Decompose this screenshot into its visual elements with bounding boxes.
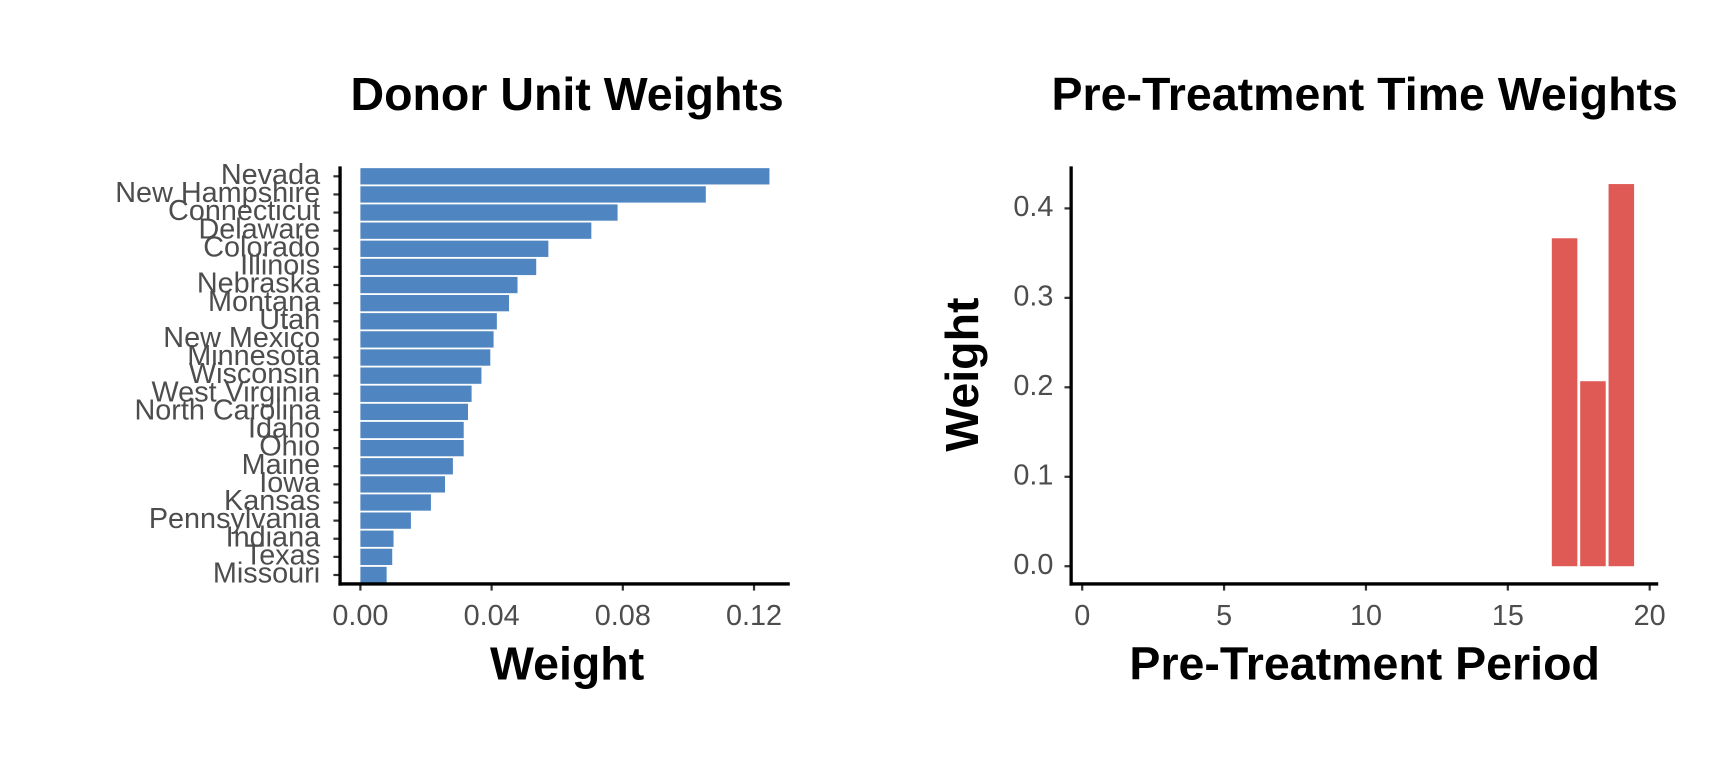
y-tick-label: 0.3 [1013,280,1053,312]
chart-title: Pre-Treatment Time Weights [1051,68,1677,120]
y-tick-label: 0.4 [1013,191,1053,223]
bar [360,530,394,547]
bar [360,548,393,566]
y-tick-label: Nevada [221,159,321,191]
bar [360,186,706,203]
y-tick-label: Utah [259,304,320,336]
bar [360,331,494,348]
y-tick-label: Nebraska [197,268,321,300]
bar [360,367,482,384]
y-tick-label: New Mexico [163,322,320,354]
x-axis-title: Pre-Treatment Period [1129,637,1599,689]
x-tick-label: 20 [1634,600,1666,632]
bar [360,168,770,185]
bar [360,494,431,511]
bar [1580,381,1606,567]
bar [1551,238,1578,567]
y-tick-label: Minnesota [187,340,321,372]
y-tick-label: Ohio [259,431,320,463]
y-tick-label: Iowa [259,467,321,499]
chart-title: Donor Unit Weights [351,68,784,120]
bar [1608,184,1635,567]
bar [360,512,411,529]
bar [360,240,549,257]
y-tick-label: Kansas [224,485,320,517]
y-tick-label: North Carolina [134,395,321,427]
x-tick-label: 0.08 [595,600,651,632]
y-tick-label: 0.2 [1013,370,1053,402]
x-tick-label: 0.00 [332,600,388,632]
y-axis-title: Weight [936,297,988,451]
x-axis-title: Weight [490,637,644,689]
y-tick-label: Indiana [226,521,321,553]
x-tick-label: 0 [1074,600,1090,632]
y-tick-label: Colorado [203,231,320,263]
y-tick-label: Connecticut [168,195,320,227]
y-tick-label: Montana [208,286,321,318]
y-tick-label: New Hampshire [115,177,320,209]
y-tick-label: Delaware [198,213,320,245]
y-tick-label: Texas [245,539,320,571]
y-tick-label: Illinois [240,250,320,282]
bar [360,295,509,312]
bar [360,439,464,457]
bar [360,222,592,239]
bar [360,458,453,475]
y-tick-label: Missouri [213,558,320,590]
bar [360,403,468,421]
y-tick-label: West Virginia [152,376,322,408]
bar [360,421,464,439]
y-tick-label: Maine [242,449,320,481]
x-tick-label: 5 [1216,600,1232,632]
y-tick-label: Idaho [248,413,320,445]
x-tick-label: 15 [1492,600,1524,632]
bar [360,566,387,584]
bar [360,385,472,402]
bar [360,349,491,366]
x-tick-label: 0.04 [464,600,520,632]
bar [360,204,618,221]
y-tick-label: Pennsylvania [149,503,321,535]
y-tick-label: Wisconsin [189,358,320,390]
y-tick-label: 0.0 [1013,549,1053,581]
bar [360,476,446,493]
bar [360,276,518,294]
bar [360,258,537,276]
x-tick-label: 10 [1350,600,1382,632]
y-tick-label: 0.1 [1013,459,1053,491]
x-tick-label: 0.12 [726,600,782,632]
bar [360,313,497,330]
